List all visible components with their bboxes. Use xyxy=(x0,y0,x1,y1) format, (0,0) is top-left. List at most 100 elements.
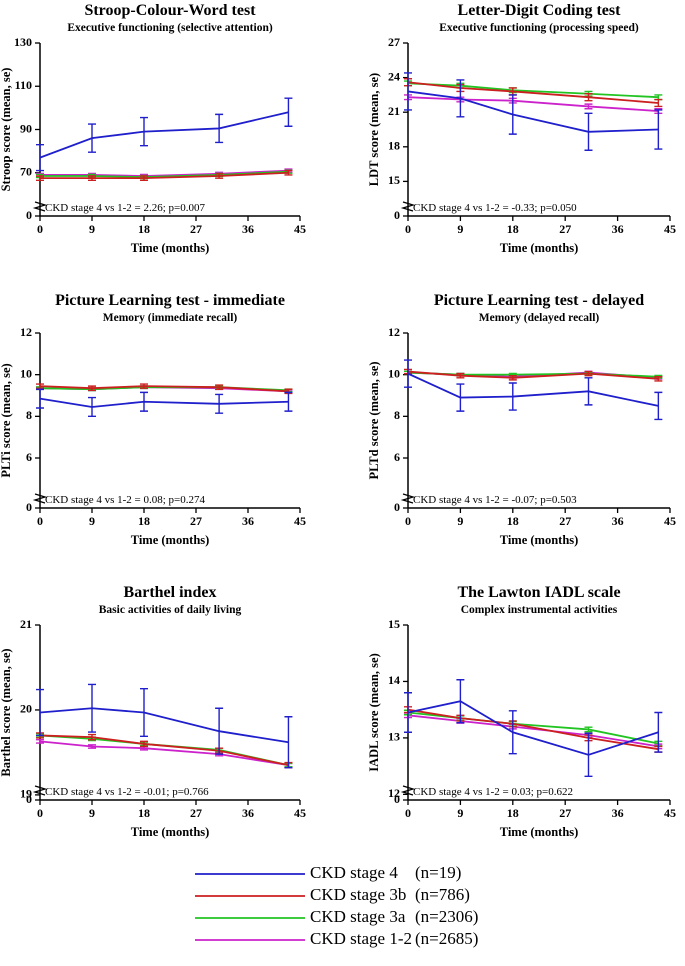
chart-subtitle: Basic activities of daily living xyxy=(99,604,242,616)
x-tick-label: 9 xyxy=(457,514,463,528)
series-line xyxy=(407,90,659,133)
legend-count: (n=2306) xyxy=(415,907,478,926)
x-tick-label: 9 xyxy=(89,806,95,820)
y-tick-label: 0 xyxy=(26,208,32,222)
y-tick-label: 15 xyxy=(388,173,400,187)
x-tick-label: 36 xyxy=(612,806,624,820)
x-tick-label: 9 xyxy=(457,806,463,820)
x-tick-label: 45 xyxy=(294,514,306,528)
x-tick-label: 9 xyxy=(89,514,95,528)
error-bar xyxy=(88,396,96,418)
error-bar xyxy=(456,679,465,724)
y-tick-label: 21 xyxy=(388,104,400,118)
panel: Letter-Digit Coding test Executive functi… xyxy=(367,2,676,255)
error-bar xyxy=(584,370,593,377)
x-tick-label: 27 xyxy=(190,222,202,236)
error-bar xyxy=(456,79,465,118)
chart-subtitle: Memory (delayed recall) xyxy=(479,312,600,324)
legend-label: CKD stage 1-2 xyxy=(310,929,412,948)
annotation: CKD stage 4 vs 1-2 = 0.03; p=0.622 xyxy=(413,786,573,798)
y-tick-label: 130 xyxy=(14,35,32,49)
x-tick-label: 36 xyxy=(242,806,254,820)
y-tick-label: 21 xyxy=(20,617,32,631)
series-line xyxy=(39,397,289,408)
x-axis-label: Time (months) xyxy=(500,533,579,547)
y-tick-label: 0 xyxy=(26,500,32,514)
error-bar xyxy=(284,97,293,127)
y-axis-label: IADL score (mean, se) xyxy=(367,653,381,772)
error-bar xyxy=(140,116,148,147)
error-bar xyxy=(36,175,44,182)
y-tick-label: 13 xyxy=(388,730,400,744)
error-bar xyxy=(215,113,224,144)
y-tick-label: 18 xyxy=(388,139,400,153)
y-tick-label: 6 xyxy=(26,450,32,464)
x-axis-label: Time (months) xyxy=(500,241,579,255)
legend-label: CKD stage 3b xyxy=(310,885,406,904)
chart-title: Picture Learning test - immediate xyxy=(55,292,285,309)
error-bar xyxy=(508,94,517,135)
x-tick-label: 18 xyxy=(507,514,519,528)
panel: Picture Learning test - immediate Memory … xyxy=(0,292,306,547)
y-tick-label: 0 xyxy=(394,500,400,514)
annotation: CKD stage 4 vs 1-2 = -0.01; p=0.766 xyxy=(45,786,209,798)
x-tick-label: 36 xyxy=(612,222,624,236)
error-bar xyxy=(215,393,224,414)
y-tick-label: 0 xyxy=(394,208,400,222)
error-bar xyxy=(404,359,412,388)
axis-break xyxy=(400,785,416,796)
annotation: CKD stage 4 vs 1-2 = 2.26; p=0.007 xyxy=(45,202,205,214)
panel: Stroop-Colour-Word test Executive functio… xyxy=(0,2,306,255)
error-bar xyxy=(584,377,593,406)
error-bar xyxy=(215,707,224,755)
error-bar xyxy=(404,72,412,111)
y-tick-label: 12 xyxy=(388,786,400,800)
annotation: CKD stage 4 vs 1-2 = -0.07; p=0.503 xyxy=(413,494,577,506)
x-tick-label: 18 xyxy=(507,806,519,820)
y-tick-label: 8 xyxy=(394,408,400,422)
y-tick-label: 12 xyxy=(388,325,400,339)
x-tick-label: 18 xyxy=(138,806,150,820)
error-bar xyxy=(36,738,44,744)
x-tick-label: 27 xyxy=(559,514,571,528)
x-tick-label: 0 xyxy=(405,806,411,820)
x-tick-label: 27 xyxy=(190,514,202,528)
x-tick-label: 27 xyxy=(559,806,571,820)
error-bar xyxy=(456,383,465,412)
y-axis-label: LDT score (mean, se) xyxy=(367,73,381,186)
annotation: CKD stage 4 vs 1-2 = -0.33; p=0.050 xyxy=(413,202,577,214)
x-tick-label: 0 xyxy=(37,514,43,528)
y-tick-label: 6 xyxy=(394,450,400,464)
chart-subtitle: Executive functioning (processing speed) xyxy=(439,22,639,34)
error-bar xyxy=(508,375,517,381)
error-bar xyxy=(654,109,663,150)
axis-break xyxy=(32,201,48,212)
error-bar xyxy=(36,143,44,172)
error-bar xyxy=(88,744,96,749)
y-tick-label: 19 xyxy=(20,787,32,801)
error-bar xyxy=(404,692,412,733)
axis-break xyxy=(400,493,416,504)
chart-subtitle: Complex instrumental activities xyxy=(461,604,618,616)
error-bar xyxy=(140,175,148,182)
x-tick-label: 27 xyxy=(559,222,571,236)
error-bar xyxy=(654,98,663,108)
y-tick-label: 70 xyxy=(20,165,32,179)
error-bar xyxy=(88,385,96,391)
x-axis-label: Time (months) xyxy=(131,825,210,839)
chart-subtitle: Memory (immediate recall) xyxy=(103,312,238,324)
error-bar xyxy=(88,175,96,182)
y-tick-label: 0 xyxy=(26,792,32,806)
error-bar xyxy=(584,93,593,102)
error-bar xyxy=(584,732,593,777)
y-tick-label: 10 xyxy=(388,366,400,380)
x-tick-label: 9 xyxy=(89,222,95,236)
x-tick-label: 45 xyxy=(294,222,306,236)
x-tick-label: 36 xyxy=(242,222,254,236)
chart-title: Barthel index xyxy=(124,584,217,601)
legend-count: (n=19) xyxy=(415,863,461,882)
y-axis-label: PLTi score (mean, se) xyxy=(0,363,13,477)
y-tick-label: 90 xyxy=(20,121,32,135)
error-bar xyxy=(140,688,148,737)
